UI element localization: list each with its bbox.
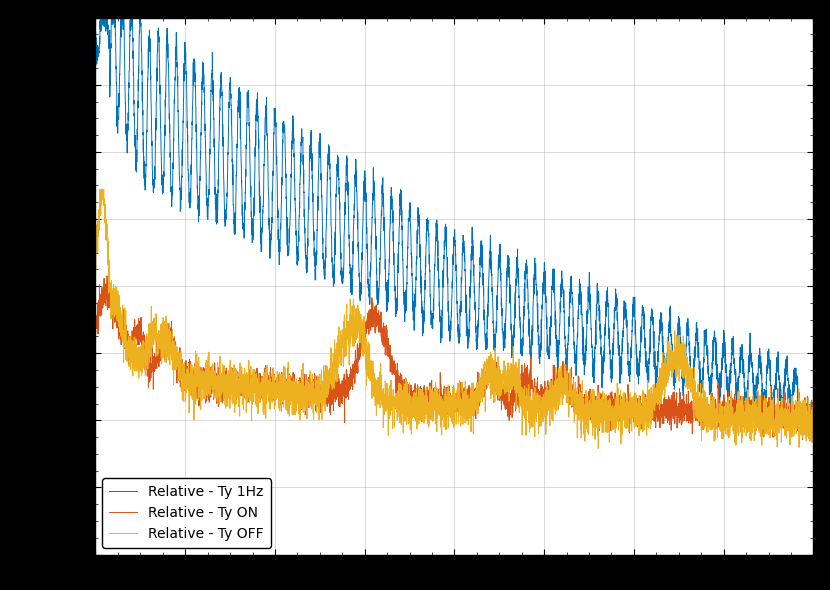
Line: Relative - Ty OFF: Relative - Ty OFF xyxy=(95,189,813,448)
Relative - Ty OFF xyxy=(681,363,691,370)
Relative - Ty OFF xyxy=(593,445,603,452)
Relative - Ty OFF xyxy=(90,273,100,280)
Relative - Ty OFF xyxy=(808,427,818,434)
Relative - Ty ON xyxy=(90,308,100,315)
Line: Relative - Ty 1Hz: Relative - Ty 1Hz xyxy=(95,18,813,435)
Legend: Relative - Ty 1Hz, Relative - Ty ON, Relative - Ty OFF: Relative - Ty 1Hz, Relative - Ty ON, Rel… xyxy=(102,478,271,548)
Relative - Ty ON xyxy=(798,436,808,443)
Relative - Ty OFF xyxy=(558,381,568,388)
Relative - Ty 1Hz xyxy=(627,344,637,351)
Relative - Ty 1Hz xyxy=(808,419,818,427)
Relative - Ty 1Hz xyxy=(558,277,568,284)
Relative - Ty ON xyxy=(365,316,375,323)
Line: Relative - Ty ON: Relative - Ty ON xyxy=(95,276,813,440)
Relative - Ty OFF xyxy=(221,382,231,389)
Relative - Ty 1Hz xyxy=(96,14,106,21)
Relative - Ty ON xyxy=(221,381,231,388)
Relative - Ty ON xyxy=(558,371,568,378)
Relative - Ty ON xyxy=(808,417,818,424)
Relative - Ty ON xyxy=(102,273,112,280)
Relative - Ty OFF xyxy=(95,186,105,193)
Relative - Ty OFF xyxy=(365,374,375,381)
Relative - Ty OFF xyxy=(627,425,637,432)
Relative - Ty 1Hz xyxy=(365,294,375,301)
Relative - Ty 1Hz xyxy=(221,216,231,223)
Relative - Ty ON xyxy=(627,403,637,410)
Relative - Ty ON xyxy=(681,405,691,412)
Relative - Ty 1Hz xyxy=(800,431,810,438)
Relative - Ty 1Hz xyxy=(521,269,531,276)
Relative - Ty 1Hz xyxy=(90,42,100,49)
Relative - Ty 1Hz xyxy=(681,352,691,359)
Relative - Ty ON xyxy=(521,378,531,385)
Relative - Ty OFF xyxy=(521,402,531,409)
